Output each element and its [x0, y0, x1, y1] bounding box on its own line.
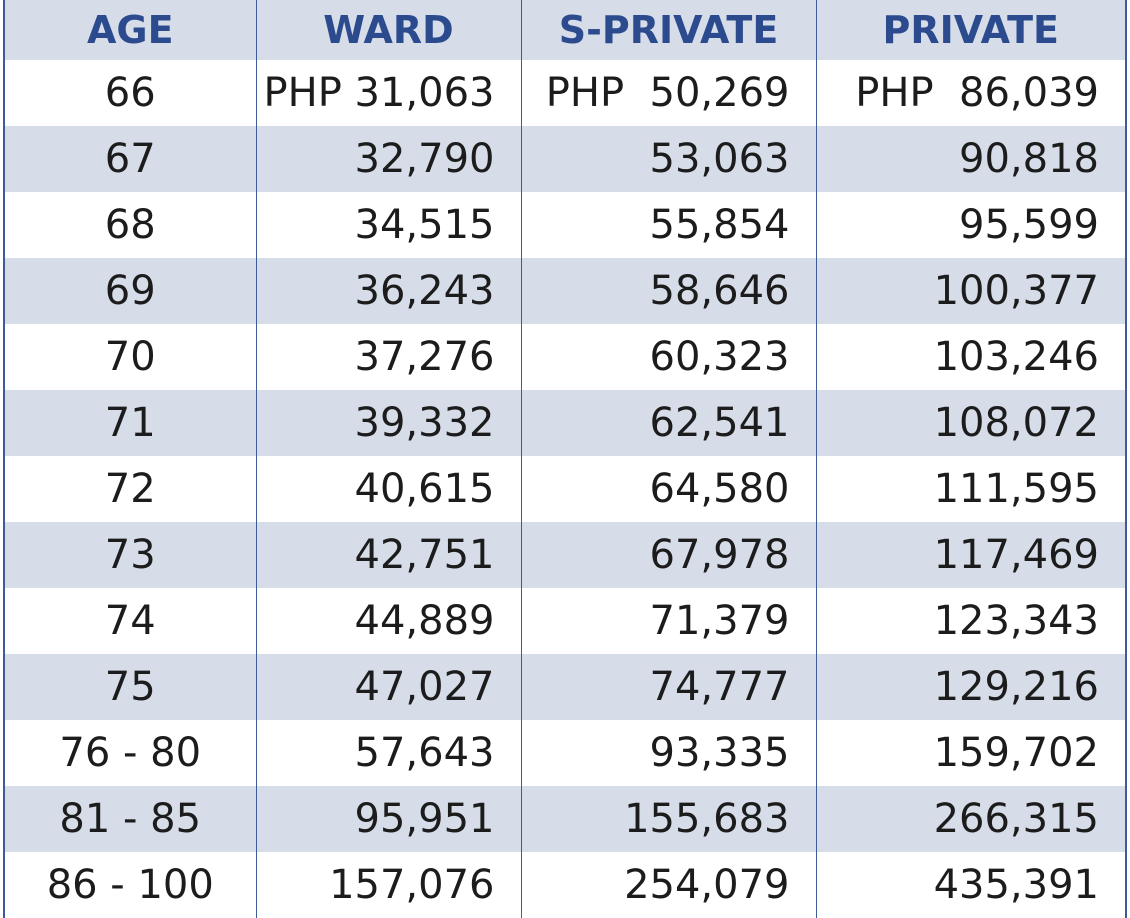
amount-cell: 95,951 [255, 786, 521, 852]
amount-cell: 159,702 [815, 720, 1126, 786]
amount-cell: 435,391 [815, 852, 1126, 918]
amount-cell: 58,646 [520, 258, 816, 324]
age-cell: 69 [4, 258, 256, 324]
amount-cell: 95,599 [815, 192, 1126, 258]
table-row: 76 - 80 57,643 93,335 159,702 [4, 720, 1126, 786]
column-header: PRIVATE [815, 0, 1126, 60]
table-row: 69 36,243 58,646 100,377 [4, 258, 1126, 324]
amount-cell: 67,978 [520, 522, 816, 588]
table-row: 75 47,027 74,777 129,216 [4, 654, 1126, 720]
amount-cell: 60,323 [520, 324, 816, 390]
age-cell: 73 [4, 522, 256, 588]
age-cell: 81 - 85 [4, 786, 256, 852]
amount-cell: 40,615 [255, 456, 521, 522]
table-row: 73 42,751 67,978 117,469 [4, 522, 1126, 588]
age-cell: 75 [4, 654, 256, 720]
amount-cell: 71,379 [520, 588, 816, 654]
age-cell: 86 - 100 [46, 862, 214, 908]
amount-cell: 39,332 [255, 390, 521, 456]
table-row: 67 32,790 53,063 90,818 [4, 126, 1126, 192]
amount-cell: 44,889 [255, 588, 521, 654]
amount-cell: 53,063 [520, 126, 816, 192]
amount-cell: 103,246 [815, 324, 1126, 390]
age-cell: 71 [4, 390, 256, 456]
amount-cell: 111,595 [815, 456, 1126, 522]
age-cell: 68 [104, 202, 156, 248]
amount-cell: 266,315 [815, 786, 1126, 852]
amount-cell: PHP 50,269 [520, 60, 816, 126]
amount-cell: 117,469 [815, 522, 1126, 588]
table-row: 68 34,515 55,854 95,599 [4, 192, 1126, 258]
amount-cell: 42,751 [255, 522, 521, 588]
amount-cell: 34,515 [255, 192, 521, 258]
amount-cell: 254,079 [520, 852, 816, 918]
amount-cell: 37,276 [255, 324, 521, 390]
amount-cell: 32,790 [255, 126, 521, 192]
amount-cell: 62,541 [520, 390, 816, 456]
amount-cell: 155,683 [520, 786, 816, 852]
amount-cell: 108,072 [815, 390, 1126, 456]
header-row: AGE WARD S-PRIVATE PRIVATE [4, 0, 1126, 60]
amount-cell: 90,818 [815, 126, 1126, 192]
amount-cell: 57,643 [255, 720, 521, 786]
table-header: AGE WARD S-PRIVATE PRIVATE [4, 0, 1126, 60]
amount-cell: 74,777 [520, 654, 816, 720]
table-body: 66 PHP 31,063 PHP 50,269 PHP 86,039 67 32,790… [4, 60, 1126, 918]
amount-cell: 36,243 [255, 258, 521, 324]
amount-cell: 129,216 [815, 654, 1126, 720]
column-header: WARD [255, 0, 521, 60]
age-cell: 76 - 80 [59, 730, 202, 776]
table-row: 81 - 85 95,951 155,683 266,315 [4, 786, 1126, 852]
amount-cell: 55,854 [520, 192, 816, 258]
amount-cell: 93,335 [520, 720, 816, 786]
column-header: S-PRIVATE [520, 0, 816, 60]
table-row: 71 39,332 62,541 108,072 [4, 390, 1126, 456]
column-header: AGE [4, 0, 256, 60]
table-row: 72 40,615 64,580 111,595 [4, 456, 1126, 522]
amount-cell: 47,027 [255, 654, 521, 720]
amount-cell: 157,076 [255, 852, 521, 918]
age-cell: 66 [104, 70, 156, 116]
table-row: 66 PHP 31,063 PHP 50,269 PHP 86,039 [4, 60, 1126, 126]
table-row: 70 37,276 60,323 103,246 [4, 324, 1126, 390]
table-row: 74 44,889 71,379 123,343 [4, 588, 1126, 654]
amount-cell: 64,580 [520, 456, 816, 522]
amount-cell: PHP 31,063 [255, 60, 521, 126]
amount-cell: 123,343 [815, 588, 1126, 654]
table-row: 86 - 100 157,076 254,079 435,391 [4, 852, 1126, 918]
age-cell: 67 [4, 126, 256, 192]
amount-cell: 100,377 [815, 258, 1126, 324]
amount-cell: PHP 86,039 [815, 60, 1126, 126]
age-cell: 72 [104, 466, 156, 512]
age-cell: 70 [104, 334, 156, 380]
price-table: AGE WARD S-PRIVATE PRIVATE 66 PHP 31,063 PHP … [3, 0, 1127, 918]
age-cell: 74 [104, 598, 156, 644]
